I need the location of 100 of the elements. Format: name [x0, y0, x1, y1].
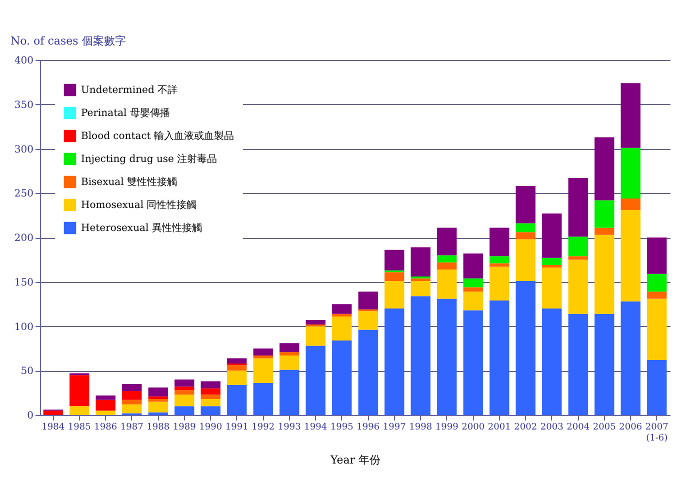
bar [358, 330, 378, 415]
bar [463, 278, 483, 288]
bar [437, 255, 457, 262]
x-tick-label: 1984 [42, 422, 65, 432]
bar [594, 200, 614, 228]
bar [542, 258, 562, 266]
bar [516, 232, 536, 240]
bar [620, 301, 640, 415]
bar [437, 298, 457, 415]
bar [410, 296, 430, 415]
bar [594, 314, 614, 415]
bar [516, 186, 536, 224]
bar [253, 383, 273, 415]
x-tick-label: 2005 [592, 422, 616, 432]
bar [647, 298, 667, 360]
bar [542, 308, 562, 415]
y-tick-label: 50 [20, 366, 34, 378]
x-tick-label: 1993 [278, 422, 302, 432]
bar [358, 292, 378, 310]
bar [122, 391, 142, 400]
bar [253, 356, 273, 358]
bar [96, 400, 116, 411]
bar [174, 380, 194, 387]
bar [227, 358, 247, 364]
bar [516, 280, 536, 415]
bar [463, 287, 483, 292]
bar [280, 356, 300, 370]
bar [200, 399, 220, 406]
bar [490, 256, 510, 264]
bar [200, 381, 220, 388]
bar [280, 352, 300, 356]
bar [306, 326, 326, 346]
bar [410, 247, 430, 277]
bar [647, 274, 667, 292]
bar [410, 278, 430, 281]
y-tick-label: 100 [14, 322, 34, 333]
bar [463, 292, 483, 310]
x-axis-title: Year 年份 [329, 454, 381, 466]
bar [384, 280, 404, 308]
bar [148, 412, 168, 415]
bar [148, 396, 168, 400]
bar [568, 314, 588, 415]
x-tick-label: 1996 [356, 422, 380, 432]
bar [200, 388, 220, 395]
bar [122, 400, 142, 404]
bar [174, 394, 194, 406]
bar [437, 269, 457, 299]
bar [542, 265, 562, 268]
y-tick-label: 0 [27, 410, 34, 422]
y-tick-label: 300 [14, 144, 34, 156]
bar [410, 280, 430, 296]
bar [463, 253, 483, 278]
legend-label: Perinatal 母嬰傳播 [81, 107, 170, 119]
bar [253, 358, 273, 384]
bar [384, 272, 404, 281]
bar [542, 268, 562, 308]
bar [647, 360, 667, 415]
bar [620, 198, 640, 210]
legend-label: Injecting drug use 注射毒品 [81, 153, 218, 165]
bar [306, 320, 326, 324]
x-tick-label: 2002 [514, 422, 538, 432]
bar [200, 406, 220, 415]
x-tick-label: 1998 [409, 422, 432, 432]
bar [96, 410, 116, 415]
y-tick-label: 400 [14, 56, 34, 66]
bar [463, 310, 483, 415]
bar [647, 238, 667, 274]
bar [620, 210, 640, 302]
y-tick-label: 250 [14, 188, 34, 200]
bar [148, 402, 168, 412]
bar [200, 394, 220, 400]
bar [620, 148, 640, 198]
bar [568, 236, 588, 256]
bar [490, 300, 510, 415]
x-tick-label: 1987 [120, 422, 144, 432]
bar [437, 228, 457, 256]
bar [594, 137, 614, 200]
bar [174, 406, 194, 415]
bar [43, 410, 63, 415]
x-tick-label: 1991 [225, 422, 248, 432]
legend-label: Undetermined 不詳 [81, 84, 178, 96]
bar [280, 370, 300, 415]
x-tick-label: 2000 [462, 422, 485, 432]
bar [594, 228, 614, 235]
x-tick-label: 1992 [252, 422, 275, 432]
x-tick-label: 1988 [146, 422, 170, 432]
x-tick-label: 1999 [435, 422, 459, 432]
legend-label: Heterosexual 異性性接觸 [81, 222, 202, 234]
legend-label: Homosexual 同性性接觸 [81, 199, 197, 211]
x-tick-label: 2003 [540, 422, 564, 432]
bar [174, 386, 194, 390]
bar [70, 406, 90, 415]
x-tick-label: 1994 [304, 422, 328, 432]
bar [516, 223, 536, 232]
y-axis-title: No. of cases 個案數字 [10, 34, 126, 48]
x-tick-label: 2001 [488, 422, 511, 432]
legend-label: Bisexual 雙性性接觸 [81, 176, 178, 188]
bar [620, 83, 640, 148]
bar [568, 256, 588, 260]
bar [227, 365, 247, 371]
